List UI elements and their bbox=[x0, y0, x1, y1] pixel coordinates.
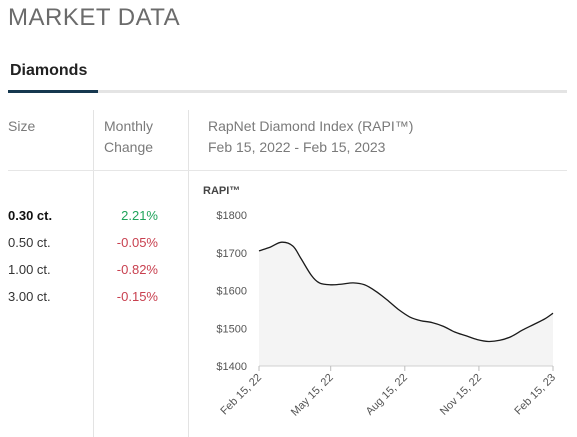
size-label: 0.50 ct. bbox=[8, 235, 51, 250]
monthly-change-value: -0.82% bbox=[116, 262, 158, 277]
x-tick-label: Feb 15, 22 bbox=[218, 372, 264, 418]
y-axis-label: RAPI™ bbox=[203, 185, 240, 197]
y-tick-label: $1800 bbox=[216, 210, 247, 222]
tab-active-indicator bbox=[8, 90, 98, 93]
tab-bar-divider bbox=[8, 90, 567, 93]
monthly-change-value: -0.05% bbox=[116, 235, 158, 250]
x-tick-label: Nov 15, 22 bbox=[438, 372, 484, 418]
tab-bar: Diamonds bbox=[8, 60, 567, 96]
table-row[interactable]: 0.30 ct. 2.21% bbox=[8, 208, 158, 235]
y-tick-label: $1700 bbox=[216, 248, 247, 260]
size-label: 1.00 ct. bbox=[8, 262, 51, 277]
y-tick-label: $1600 bbox=[216, 286, 247, 298]
header-divider bbox=[8, 170, 567, 171]
monthly-change-header-line2: Change bbox=[104, 139, 154, 155]
table-row[interactable]: 1.00 ct. -0.82% bbox=[8, 262, 158, 289]
tab-diamonds[interactable]: Diamonds bbox=[10, 62, 88, 79]
size-column-header: Size bbox=[8, 118, 36, 134]
table-row[interactable]: 3.00 ct. -0.15% bbox=[8, 289, 158, 316]
table-row[interactable]: 0.50 ct. -0.05% bbox=[8, 235, 158, 262]
y-tick-label: $1400 bbox=[216, 361, 247, 373]
rapi-chart[interactable]: RAPI™ $1800 $1700 $1600 $1500 $1400 Feb 15, 22… bbox=[195, 178, 573, 437]
page-title: MARKET DATA bbox=[8, 4, 181, 31]
monthly-change-value: 2.21% bbox=[121, 208, 158, 223]
column-divider-change bbox=[188, 110, 189, 437]
size-label: 0.30 ct. bbox=[8, 208, 53, 223]
x-tick-label: Feb 15, 23 bbox=[512, 372, 558, 418]
monthly-change-value: -0.15% bbox=[116, 289, 158, 304]
x-tick-label: Aug 15, 22 bbox=[364, 372, 410, 418]
date-range: Feb 15, 2022 - Feb 15, 2023 bbox=[208, 139, 386, 155]
monthly-change-header-line1: Monthly bbox=[104, 118, 154, 134]
size-label: 3.00 ct. bbox=[8, 289, 51, 304]
y-tick-label: $1500 bbox=[216, 323, 247, 335]
series-line bbox=[258, 241, 554, 343]
area-fill bbox=[259, 242, 553, 366]
index-header: RapNet Diamond Index (RAPI™) bbox=[208, 118, 414, 134]
x-tick-label: May 15, 22 bbox=[289, 372, 336, 419]
column-divider-size bbox=[93, 110, 94, 437]
